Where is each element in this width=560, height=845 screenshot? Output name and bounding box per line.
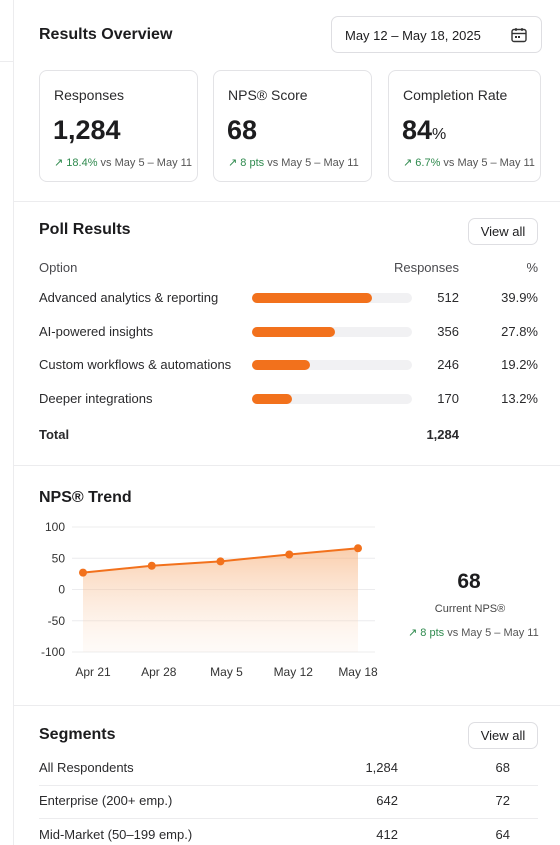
trend-arrow: ↗	[54, 157, 64, 169]
kpi-value: 68	[227, 115, 257, 146]
current-nps-value: 68	[457, 570, 481, 593]
bar	[252, 326, 336, 337]
data-point	[147, 561, 156, 570]
segment-responses: 642	[376, 793, 398, 809]
divider	[13, 705, 560, 706]
segment-responses: 412	[376, 826, 398, 842]
date-picker[interactable]: May 12 – May 18, 2025	[331, 16, 542, 53]
sidebar-line	[0, 61, 13, 62]
calendar-icon	[511, 28, 527, 43]
nps-chart: -100 -50 0 50 100 Apr 21 Apr 28 May 5 May 12 May …	[41, 520, 378, 679]
date-range: May 12 – May 18, 2025	[345, 28, 481, 43]
data-point	[79, 568, 87, 577]
change-compare: vs May 5 – May 11	[267, 157, 359, 169]
current-nps-label: Current NPS®	[434, 603, 506, 615]
section-title: Segments	[39, 726, 116, 743]
kpi-number: 68	[227, 115, 258, 145]
percent-value: 13.2%	[501, 391, 538, 407]
kpi-value: 84%	[402, 115, 446, 146]
x-tick-label: Apr 28	[141, 665, 177, 679]
kpi-change: ↗ 6.7% vs May 5 – May 11	[403, 156, 535, 169]
section-title: NPS® Trend	[39, 489, 132, 506]
x-tick-label: May 12	[274, 665, 314, 679]
data-point	[216, 557, 225, 566]
trend-arrow: ↗	[403, 157, 413, 169]
kpi-unit: %	[432, 126, 447, 143]
segment-name: Mid-Market (50–199 emp.)	[39, 826, 193, 842]
change-compare: vs May 5 – May 11	[447, 627, 539, 639]
kpi-label: Responses	[54, 87, 125, 103]
change-value: 8 pts	[240, 157, 265, 169]
kpi-change: ↗ 18.4% vs May 5 – May 11	[54, 156, 192, 169]
kpi-label: Completion Rate	[403, 87, 508, 103]
change-value: 18.4%	[66, 157, 98, 169]
data-point	[285, 550, 294, 559]
trend-arrow: ↗	[408, 627, 418, 639]
change-value: 6.7%	[415, 157, 441, 169]
kpi-number: 1,284	[53, 115, 121, 145]
column-header: Responses	[393, 260, 459, 275]
sidebar-border	[13, 0, 14, 845]
x-tick-label: Apr 21	[75, 665, 111, 679]
bar	[252, 394, 292, 405]
option-label: Deeper integrations	[39, 391, 153, 407]
kpi-card: NPS® Score 68 ↗ 8 pts vs May 5 – May 11	[213, 70, 372, 182]
y-tick-label: 100	[45, 520, 65, 534]
kpi-number: 84	[402, 115, 433, 145]
y-tick-label: -100	[41, 645, 65, 659]
segment-responses: 1,284	[365, 760, 398, 775]
view-all-button[interactable]: View all	[468, 722, 538, 749]
percent-value: 39.9%	[501, 290, 538, 305]
percent-value: 27.8%	[501, 323, 538, 339]
column-header: %	[526, 260, 538, 275]
row-divider	[39, 818, 538, 820]
option-label: AI-powered insights	[39, 323, 154, 339]
bar-track	[252, 360, 412, 371]
responses-value: 170	[437, 391, 459, 407]
total-label: Total	[39, 427, 70, 442]
section-title: Poll Results	[39, 221, 131, 238]
kpi-label: NPS® Score	[228, 87, 308, 103]
y-tick-label: 50	[52, 551, 66, 565]
kpi-change: ↗ 8 pts vs May 5 – May 11	[228, 156, 359, 169]
data-point	[354, 544, 362, 553]
change-compare: vs May 5 – May 11	[100, 157, 193, 169]
nps-change: ↗ 8 pts vs May 5 – May 11	[408, 626, 539, 639]
bar-track	[252, 394, 412, 405]
bar	[252, 293, 372, 303]
column-header: Option	[39, 260, 78, 275]
change-value: 8 pts	[420, 627, 445, 639]
option-label: Advanced analytics & reporting	[39, 290, 219, 305]
total-value: 1,284	[426, 427, 459, 442]
option-label: Custom workflows & automations	[39, 357, 232, 373]
x-tick-label: May 18	[338, 665, 378, 679]
view-all-button[interactable]: View all	[468, 218, 538, 245]
trend-arrow: ↗	[228, 157, 238, 169]
segment-name: All Respondents	[39, 760, 134, 775]
y-tick-label: -50	[48, 614, 66, 628]
segment-nps: 72	[495, 793, 510, 809]
responses-value: 356	[437, 323, 459, 339]
kpi-card: Responses 1,284 ↗ 18.4% vs May 5 – May 11	[39, 70, 198, 182]
segment-name: Enterprise (200+ emp.)	[39, 793, 173, 809]
percent-value: 19.2%	[501, 357, 538, 373]
segment-nps: 68	[495, 760, 510, 775]
kpi-value: 1,284	[53, 115, 121, 146]
page-title: Results Overview	[39, 26, 173, 43]
divider	[13, 201, 560, 202]
responses-value: 512	[437, 290, 459, 305]
row-divider	[39, 785, 538, 786]
responses-value: 246	[437, 357, 459, 373]
area-fill	[83, 548, 358, 652]
kpi-card: Completion Rate 84% ↗ 6.7% vs May 5 – May …	[388, 70, 541, 182]
y-tick-label: 0	[58, 583, 65, 597]
change-compare: vs May 5 – May 11	[443, 157, 535, 169]
segment-nps: 64	[495, 826, 510, 842]
divider	[13, 465, 560, 466]
bar	[252, 360, 310, 371]
x-tick-label: May 5	[210, 665, 243, 679]
